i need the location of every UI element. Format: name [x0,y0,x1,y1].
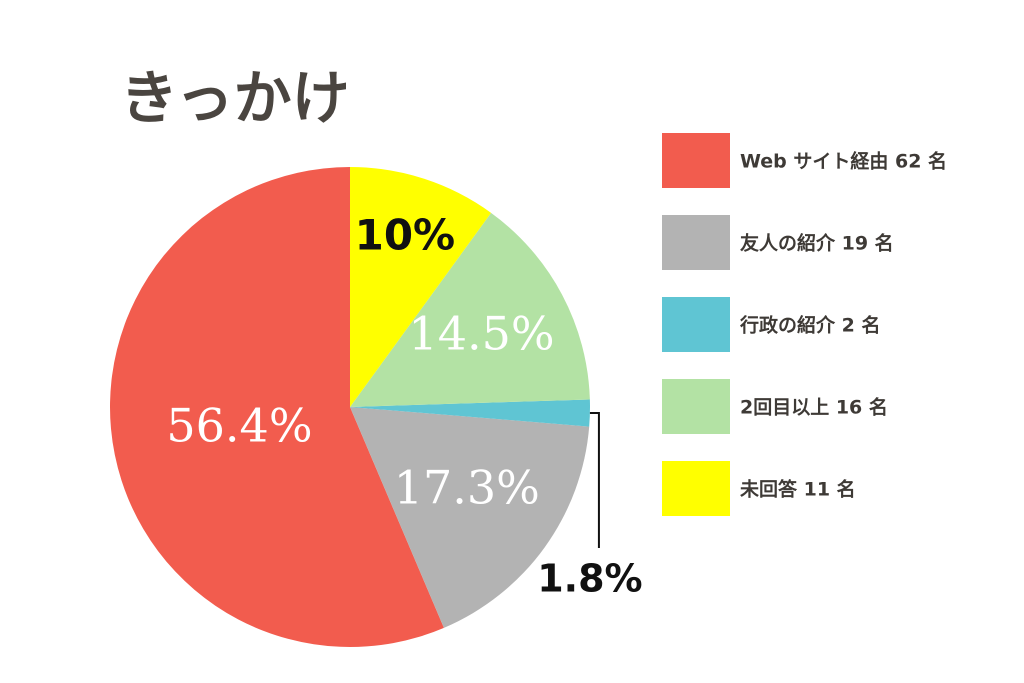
pie-slice [350,407,590,628]
leader-line [589,412,600,549]
chart-title: きっかけ [120,64,350,132]
value-label: 56.4% [166,399,312,453]
legend-swatch [662,215,730,270]
pie-slice [350,399,591,427]
value-label: 14.5% [408,306,554,360]
legend-label: 行政の紹介 2 名 [739,314,880,337]
pie-slice [350,167,492,407]
value-label: 1.8% [537,557,642,601]
legend-label: 未回答 11 名 [739,478,856,501]
legend-swatch [662,461,730,516]
pie-slice [350,212,590,407]
legend-label: 2回目以上 16 名 [740,396,888,419]
legend-swatch [662,379,730,434]
pie-slice [110,167,444,647]
legend-label: Web サイト経由 62 名 [740,150,947,173]
value-label: 17.3% [394,460,540,514]
legend-swatch [662,133,730,188]
legend-swatch [662,297,730,352]
value-label: 10% [355,211,456,260]
legend-label: 友人の紹介 19 名 [740,232,894,255]
